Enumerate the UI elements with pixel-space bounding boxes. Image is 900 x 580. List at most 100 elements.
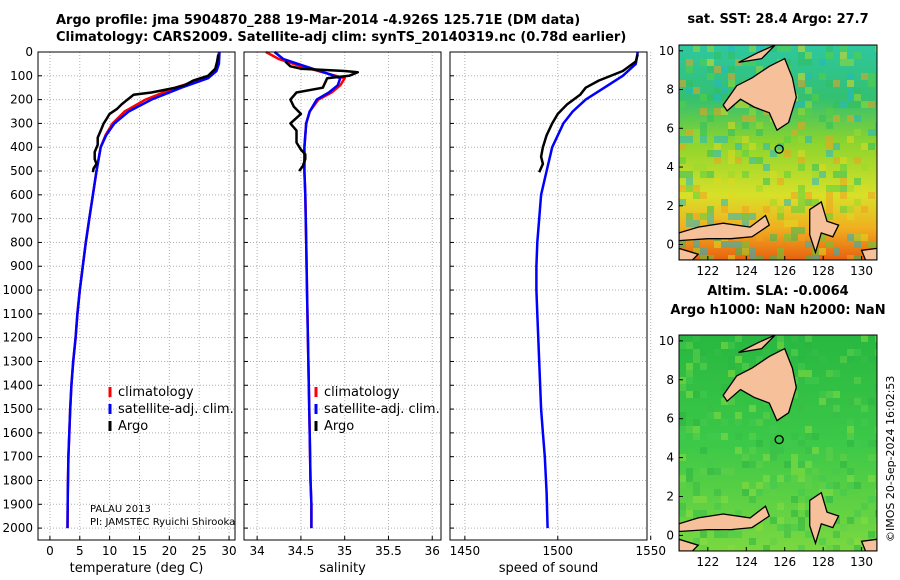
map-pixel bbox=[777, 143, 784, 150]
map-pixel bbox=[791, 349, 798, 356]
map-pixel bbox=[714, 503, 721, 510]
map-pixel bbox=[819, 356, 826, 363]
map-pixel bbox=[700, 164, 707, 171]
map-pixel bbox=[840, 206, 847, 213]
map-pixel bbox=[875, 475, 877, 482]
map-pixel bbox=[826, 241, 833, 248]
tick-label-y: 1500 bbox=[2, 402, 33, 416]
map-pixel bbox=[749, 108, 756, 115]
map-pixel bbox=[742, 171, 749, 178]
map-pixel bbox=[728, 342, 735, 349]
figure-title-line1: Argo profile: jma 5904870_288 19-Mar-201… bbox=[56, 13, 581, 28]
map-pixel bbox=[763, 206, 770, 213]
map-pixel bbox=[770, 538, 777, 545]
legend-label: satellite-adj. clim. bbox=[118, 402, 234, 417]
map-tick-label-y: 2 bbox=[666, 490, 674, 504]
map-pixel bbox=[721, 94, 728, 101]
map-pixel bbox=[693, 489, 700, 496]
map-pixel bbox=[833, 412, 840, 419]
map-tick-label-y: 0 bbox=[666, 238, 674, 252]
tick-label-y: 1100 bbox=[2, 307, 33, 321]
map-pixel bbox=[770, 45, 777, 52]
map-title: Argo h1000: NaN h2000: NaN bbox=[670, 303, 885, 318]
map-pixel bbox=[826, 447, 833, 454]
map-pixel bbox=[847, 73, 854, 80]
map-pixel bbox=[812, 377, 819, 384]
map-pixel bbox=[826, 545, 833, 551]
map-pixel bbox=[812, 447, 819, 454]
tick-label-y: 500 bbox=[10, 164, 33, 178]
map-pixel bbox=[777, 335, 784, 342]
map-pixel bbox=[868, 510, 875, 517]
axes-frame bbox=[243, 51, 442, 541]
map-pixel bbox=[819, 538, 826, 545]
map-pixel bbox=[693, 136, 700, 143]
map-pixel bbox=[812, 468, 819, 475]
map-pixel bbox=[686, 370, 693, 377]
map-pixel bbox=[868, 391, 875, 398]
map-pixel bbox=[791, 192, 798, 199]
map-pixel bbox=[756, 503, 763, 510]
tick-label-x: 35.5 bbox=[375, 544, 402, 558]
map-pixel bbox=[714, 52, 721, 59]
map-pixel bbox=[749, 538, 756, 545]
series-line-argo bbox=[538, 54, 639, 173]
map-pixel bbox=[784, 199, 791, 206]
map-pixel bbox=[693, 538, 700, 545]
map-pixel bbox=[714, 66, 721, 73]
map-pixel bbox=[854, 255, 861, 260]
map-pixel bbox=[798, 356, 805, 363]
map-pixel bbox=[700, 192, 707, 199]
map-pixel bbox=[798, 157, 805, 164]
map-pixel bbox=[826, 398, 833, 405]
map-pixel bbox=[721, 419, 728, 426]
map-pixel bbox=[819, 489, 826, 496]
map-pixel bbox=[826, 496, 833, 503]
map-pixel bbox=[721, 468, 728, 475]
map-pixel bbox=[728, 213, 735, 220]
map-frame bbox=[678, 44, 878, 261]
map-pixel bbox=[756, 234, 763, 241]
map-pixel bbox=[833, 482, 840, 489]
map-pixel bbox=[700, 468, 707, 475]
map-pixel bbox=[875, 440, 877, 447]
map-pixel bbox=[735, 136, 742, 143]
map-tick-label-y: 0 bbox=[666, 528, 674, 542]
map-tick-label-y: 4 bbox=[666, 160, 674, 174]
map-pixel bbox=[742, 206, 749, 213]
map-sla_map: 122 124 126 128 130 0 2 4 6 8 10 Altim. SLA: -0.006… bbox=[659, 284, 886, 569]
map-pixel bbox=[686, 66, 693, 73]
map-pixel bbox=[812, 349, 819, 356]
map-pixel bbox=[805, 510, 812, 517]
map-pixel bbox=[868, 475, 875, 482]
map-tick-label-x: 130 bbox=[850, 555, 873, 569]
map-pixel bbox=[749, 150, 756, 157]
map-pixel bbox=[798, 192, 805, 199]
map-pixel bbox=[805, 377, 812, 384]
map-pixel bbox=[798, 164, 805, 171]
map-pixel bbox=[728, 157, 735, 164]
tick-label-x: 0 bbox=[46, 544, 54, 558]
map-pixel bbox=[826, 136, 833, 143]
map-content bbox=[679, 45, 877, 260]
axes-frame bbox=[37, 51, 236, 541]
land-north-islands bbox=[738, 335, 776, 354]
map-pixel bbox=[756, 45, 763, 52]
map-pixel bbox=[756, 185, 763, 192]
map-pixel bbox=[868, 73, 875, 80]
map-pixel bbox=[875, 335, 877, 342]
map-pixel bbox=[742, 461, 749, 468]
map-pixel bbox=[707, 255, 714, 260]
map-pixel bbox=[861, 356, 868, 363]
map-pixel bbox=[791, 454, 798, 461]
map-pixel bbox=[679, 384, 686, 391]
map-pixel bbox=[686, 363, 693, 370]
map-pixel bbox=[875, 454, 877, 461]
map-pixel bbox=[756, 255, 763, 260]
map-pixel bbox=[714, 489, 721, 496]
map-pixel bbox=[714, 412, 721, 419]
map-pixel bbox=[686, 342, 693, 349]
map-pixel bbox=[728, 370, 735, 377]
map-pixel bbox=[756, 157, 763, 164]
map-pixel bbox=[679, 335, 686, 342]
